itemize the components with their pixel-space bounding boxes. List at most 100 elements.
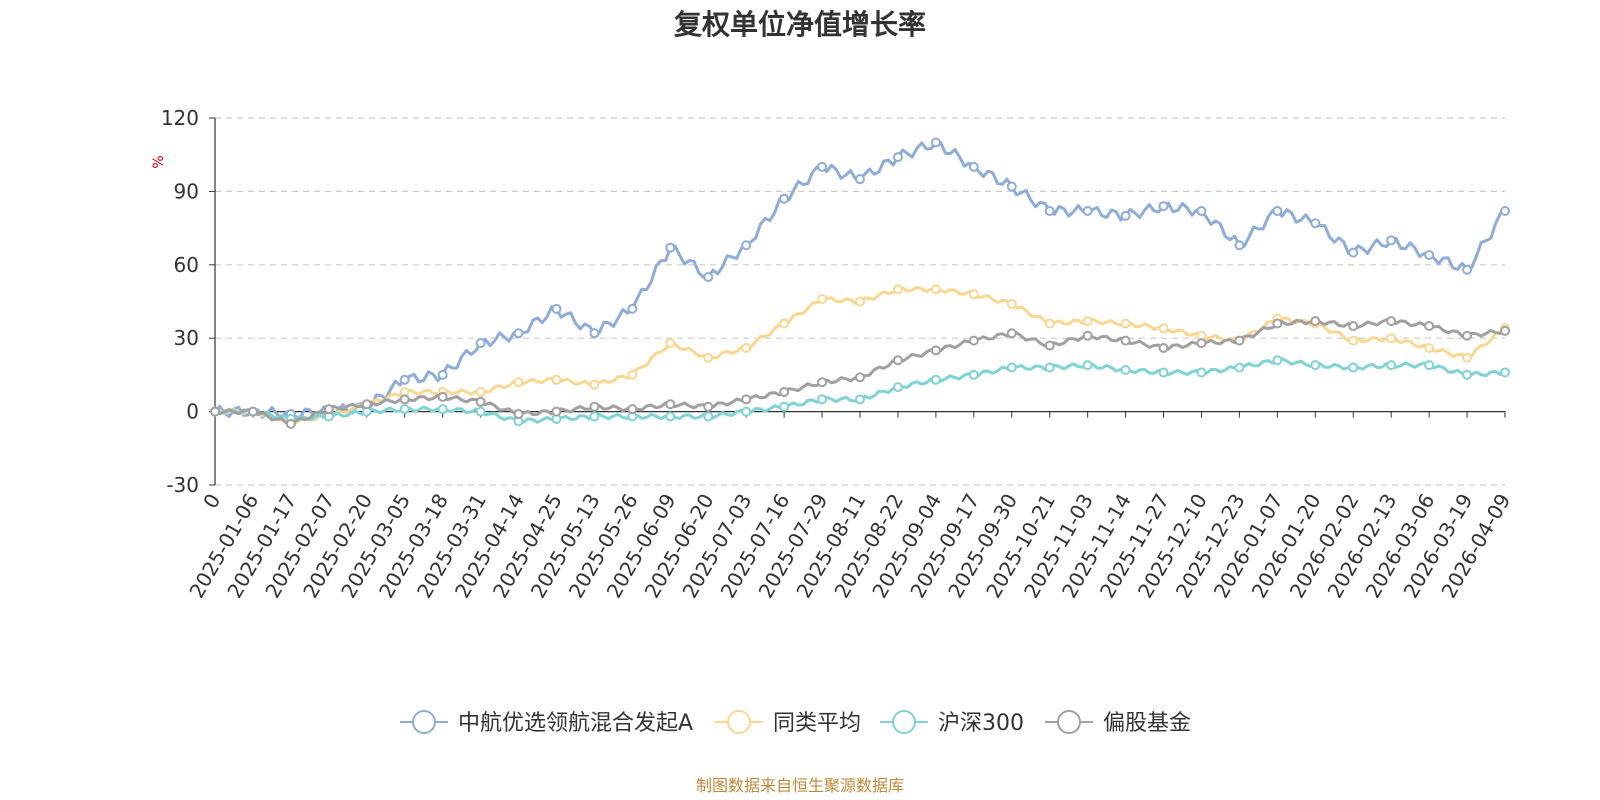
- data-point: [1006, 328, 1017, 339]
- data-point: [930, 137, 941, 148]
- grid-lines: [215, 117, 1505, 486]
- data-point: [1462, 369, 1473, 380]
- data-point: [1196, 205, 1207, 216]
- data-point: [1158, 323, 1169, 334]
- legend-item[interactable]: 偏股基金: [1045, 710, 1191, 736]
- data-point: [627, 404, 638, 415]
- data-point: [1348, 320, 1359, 331]
- legend-label: 中航优选领航混合发起A: [458, 711, 693, 736]
- data-point: [703, 401, 714, 412]
- data-point: [703, 352, 714, 363]
- data-point: [399, 374, 410, 385]
- data-point: [437, 391, 448, 402]
- data-point: [1462, 264, 1473, 275]
- data-point: [1386, 316, 1397, 327]
- legend-item[interactable]: 沪深300: [880, 710, 1024, 736]
- x-tick-label: 0: [198, 490, 225, 513]
- data-point: [1196, 338, 1207, 349]
- data-point: [817, 294, 828, 305]
- data-point: [1006, 298, 1017, 309]
- data-point: [1272, 318, 1283, 329]
- data-point: [1120, 210, 1131, 221]
- data-point: [1234, 335, 1245, 346]
- data-point: [779, 387, 790, 398]
- legend-marker: [412, 710, 436, 734]
- data-point: [665, 338, 676, 349]
- data-point: [1158, 367, 1169, 378]
- data-point: [589, 401, 600, 412]
- data-point: [892, 284, 903, 295]
- chart-title: 复权单位净值增长率: [674, 8, 926, 41]
- data-point: [1310, 360, 1321, 371]
- data-point: [817, 161, 828, 172]
- data-point: [1386, 235, 1397, 246]
- data-point: [1082, 205, 1093, 216]
- data-point: [1234, 240, 1245, 251]
- data-point: [855, 296, 865, 307]
- data-point: [551, 303, 562, 314]
- data-point: [1462, 352, 1473, 363]
- data-point: [1386, 360, 1397, 371]
- data-point: [475, 338, 486, 349]
- data-point: [817, 377, 828, 388]
- data-point: [703, 272, 714, 283]
- data-point: [665, 399, 676, 410]
- data-point: [892, 152, 903, 163]
- data-point: [1082, 330, 1093, 341]
- data-point: [513, 328, 524, 339]
- data-point: [513, 377, 524, 388]
- data-point: [323, 404, 334, 415]
- data-point: [1006, 362, 1017, 373]
- series-lines: [210, 137, 1510, 429]
- data-point: [855, 372, 865, 383]
- data-point: [741, 406, 752, 417]
- data-point: [285, 418, 296, 429]
- data-point: [1006, 181, 1017, 192]
- y-tick-label: 120: [161, 106, 199, 130]
- data-point: [1196, 367, 1207, 378]
- data-point: [968, 335, 979, 346]
- legend[interactable]: 中航优选领航混合发起A 同类平均 沪深300 偏股基金: [400, 710, 1191, 736]
- data-point: [551, 374, 562, 385]
- data-point: [1120, 365, 1131, 376]
- data-point: [779, 318, 790, 329]
- data-point: [1272, 355, 1283, 366]
- data-point: [930, 374, 941, 385]
- data-point: [855, 174, 865, 185]
- data-point: [589, 328, 600, 339]
- data-point: [513, 409, 524, 420]
- data-point: [1348, 335, 1359, 346]
- data-point: [399, 394, 410, 405]
- data-point: [968, 369, 979, 380]
- x-axis: 02025-01-062025-01-172025-02-072025-02-2…: [184, 411, 1515, 602]
- data-point: [1158, 201, 1169, 212]
- y-axis-unit: %: [151, 155, 167, 168]
- data-point: [1044, 340, 1055, 351]
- data-point: [741, 394, 752, 405]
- data-point: [665, 411, 676, 422]
- legend-item[interactable]: 中航优选领航混合发起A: [400, 710, 693, 736]
- data-point: [437, 404, 448, 415]
- data-point: [968, 161, 979, 172]
- legend-marker: [892, 710, 916, 734]
- data-point: [475, 396, 486, 407]
- legend-label: 偏股基金: [1103, 711, 1191, 736]
- legend-item[interactable]: 同类平均: [715, 710, 861, 736]
- legend-label: 沪深300: [938, 711, 1024, 736]
- data-point: [475, 406, 486, 417]
- data-point: [1272, 205, 1283, 216]
- data-point: [1500, 367, 1510, 378]
- data-point: [930, 345, 941, 356]
- data-point: [475, 387, 486, 398]
- data-point: [1500, 205, 1510, 216]
- y-axis: -30 0 30 60 90 120: [161, 106, 216, 497]
- data-point: [361, 399, 372, 410]
- data-point: [1348, 362, 1359, 373]
- y-tick-label: 90: [174, 179, 199, 203]
- data-point: [665, 242, 676, 253]
- data-point: [741, 342, 752, 353]
- data-point: [892, 382, 903, 393]
- data-point: [1044, 205, 1055, 216]
- data-point: [892, 355, 903, 366]
